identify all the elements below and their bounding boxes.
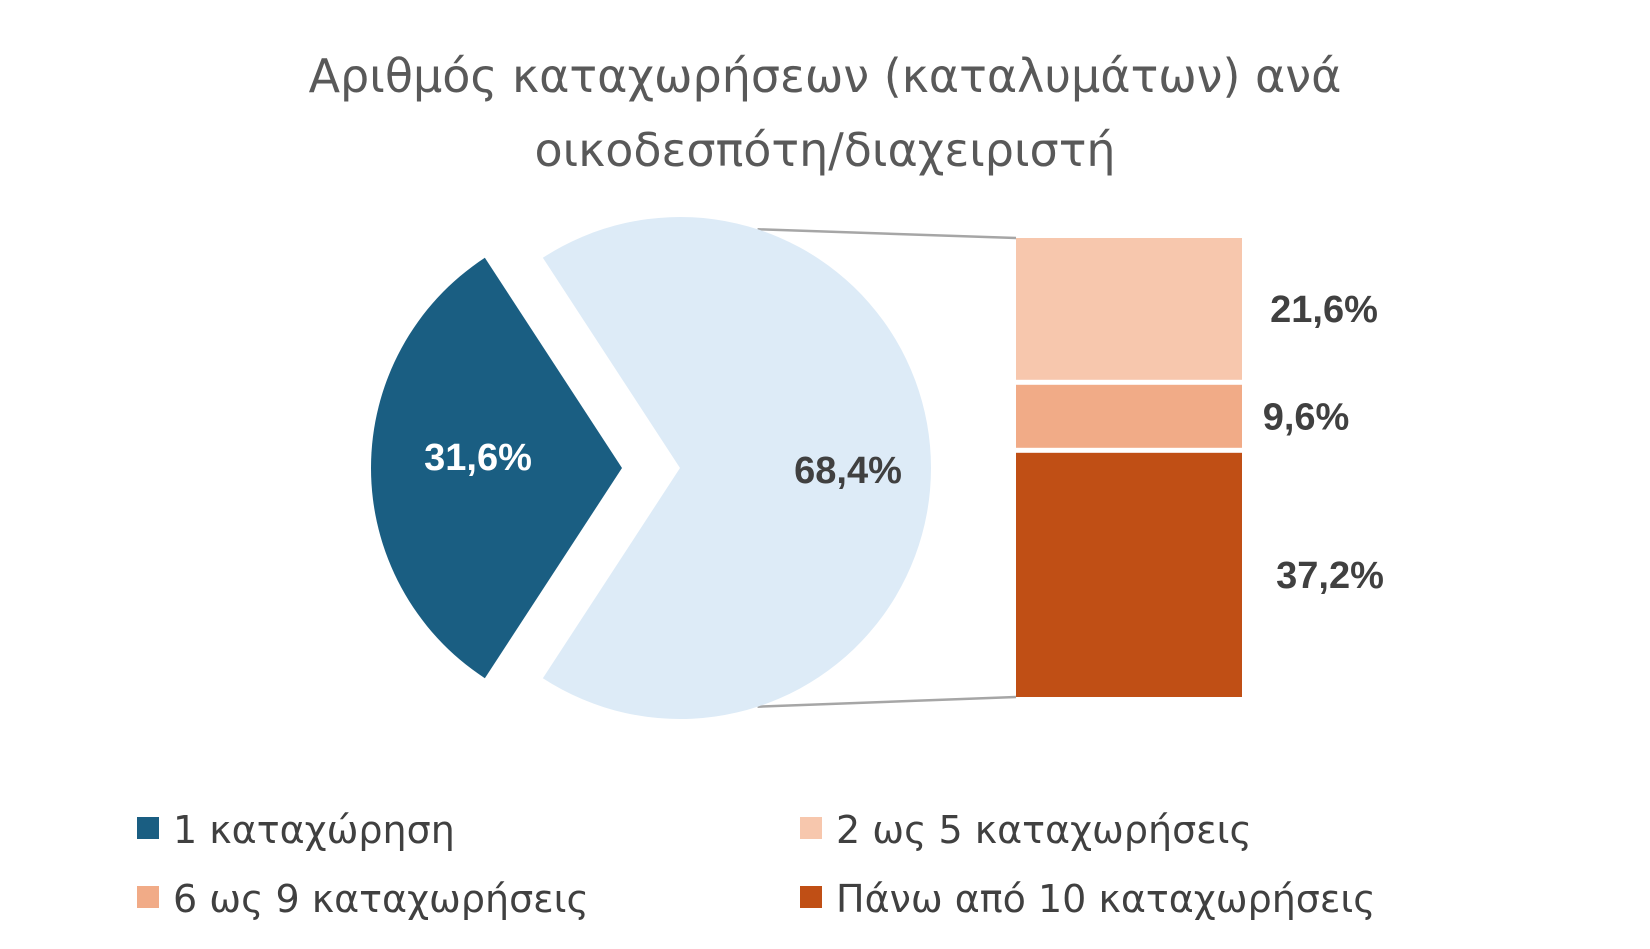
legend-label-3: 6 ως 9 καταχωρήσεις [173, 877, 589, 921]
legend-label-1: 1 καταχώρηση [173, 808, 455, 852]
bar-label-2: 9,6% [1263, 396, 1350, 438]
bar-segment-3 [1016, 452, 1242, 697]
bar-label-3: 37,2% [1276, 555, 1384, 597]
connector-line-bottom [757, 695, 1017, 708]
legend-label-2: 2 ως 5 καταχωρήσεις [836, 808, 1252, 852]
bar-label-1: 21,6% [1270, 289, 1378, 331]
pie-label-1-listing: 31,6% [424, 437, 532, 479]
bar-segment-1 [1016, 238, 1242, 380]
connector-line-top [757, 228, 1017, 240]
pie-slice-other [542, 216, 932, 719]
legend-swatch-2 [800, 817, 822, 839]
legend-label-4: Πάνω από 10 καταχωρήσεις [836, 877, 1376, 921]
connector-lines [757, 228, 1017, 708]
legend-swatch-1 [137, 817, 159, 839]
pie-label-other: 68,4% [794, 450, 902, 492]
chart-title-line-2: οικοδεσπότη/διαχειριστή [534, 123, 1115, 177]
legend: 1 καταχώρηση 2 ως 5 καταχωρήσεις 6 ως 9 κα… [137, 808, 1376, 921]
legend-swatch-3 [137, 886, 159, 908]
legend-swatch-4 [800, 886, 822, 908]
pie-slice-1-listing [371, 257, 622, 679]
pie: 31,6% 68,4% [371, 216, 932, 719]
chart-title-line-1: Αριθμός καταχωρήσεων (καταλυμάτων) ανά [309, 49, 1342, 103]
chart-title: Αριθμός καταχωρήσεων (καταλυμάτων) ανά οι… [309, 49, 1342, 177]
stacked-bar: 21,6% 9,6% 37,2% [1016, 238, 1384, 697]
bar-segment-2 [1016, 384, 1242, 448]
